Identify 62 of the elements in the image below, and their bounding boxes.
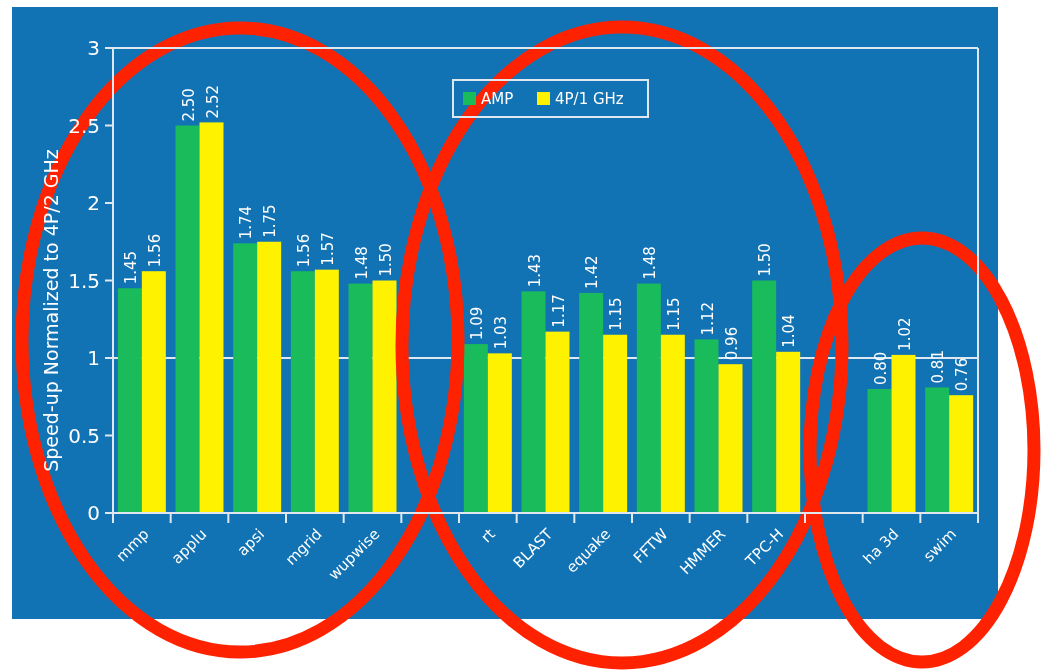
bar: [233, 243, 258, 513]
data-label: 1.56: [294, 233, 313, 268]
data-label: 0.96: [722, 326, 741, 361]
y-axis-title: Speed-up Normalized to 4P/2 GHz: [40, 149, 62, 472]
bar: [175, 125, 200, 513]
bar: [487, 353, 512, 513]
data-label: 1.74: [237, 205, 256, 240]
data-label: 2.50: [179, 88, 198, 122]
bar: [579, 292, 604, 513]
data-label: 1.15: [607, 297, 626, 331]
data-label: 1.57: [318, 232, 337, 266]
legend-label: 4P/1 GHz: [555, 90, 624, 108]
bar: [117, 288, 142, 513]
bar: [949, 395, 974, 513]
data-label: 1.15: [664, 297, 683, 331]
bar: [867, 389, 892, 513]
data-label: 2.52: [203, 84, 222, 119]
bar: [257, 241, 282, 513]
bar: [636, 283, 661, 513]
data-label: 1.50: [376, 243, 395, 277]
data-label: 1.50: [756, 243, 775, 277]
bar: [463, 344, 488, 513]
data-label: 1.12: [698, 301, 717, 336]
data-label: 1.42: [583, 255, 602, 289]
data-label: 1.75: [261, 204, 280, 238]
data-label: 1.43: [525, 253, 544, 288]
bar: [348, 283, 373, 513]
bar: [199, 122, 224, 513]
bar: [925, 387, 950, 513]
data-label: 1.48: [352, 246, 371, 280]
bar: [891, 354, 916, 513]
data-label: 1.45: [121, 250, 140, 285]
y-tick-label: 0.5: [68, 423, 100, 448]
bar: [694, 339, 719, 513]
x-tick-label: ha 3d: [859, 525, 903, 568]
bar: [603, 334, 628, 513]
y-tick-label: 0: [87, 501, 100, 525]
bar: [314, 269, 339, 513]
data-label: 1.02: [895, 317, 914, 351]
bar: [718, 364, 743, 513]
data-label: 1.03: [491, 315, 510, 350]
data-label: 1.56: [145, 233, 164, 268]
y-tick-label: 1.5: [68, 268, 100, 293]
bar: [521, 291, 546, 513]
bar: [545, 331, 570, 513]
bar: [776, 351, 801, 513]
bar: [372, 280, 397, 513]
bar: [141, 271, 166, 513]
data-label: 0.81: [929, 350, 948, 384]
bar: [290, 271, 315, 513]
bar: [752, 280, 777, 513]
y-tick-label: 2: [87, 191, 100, 215]
y-tick-label: 1: [87, 346, 100, 370]
data-label: 0.80: [871, 351, 890, 385]
x-tick-label: rt: [477, 525, 499, 547]
data-label: 1.04: [780, 314, 799, 348]
data-label: 1.09: [467, 306, 486, 341]
bar: [660, 334, 685, 513]
data-label: 1.48: [640, 246, 659, 280]
data-label: 0.76: [953, 357, 972, 392]
y-tick-label: 3: [87, 36, 100, 60]
data-label: 1.17: [549, 294, 568, 328]
